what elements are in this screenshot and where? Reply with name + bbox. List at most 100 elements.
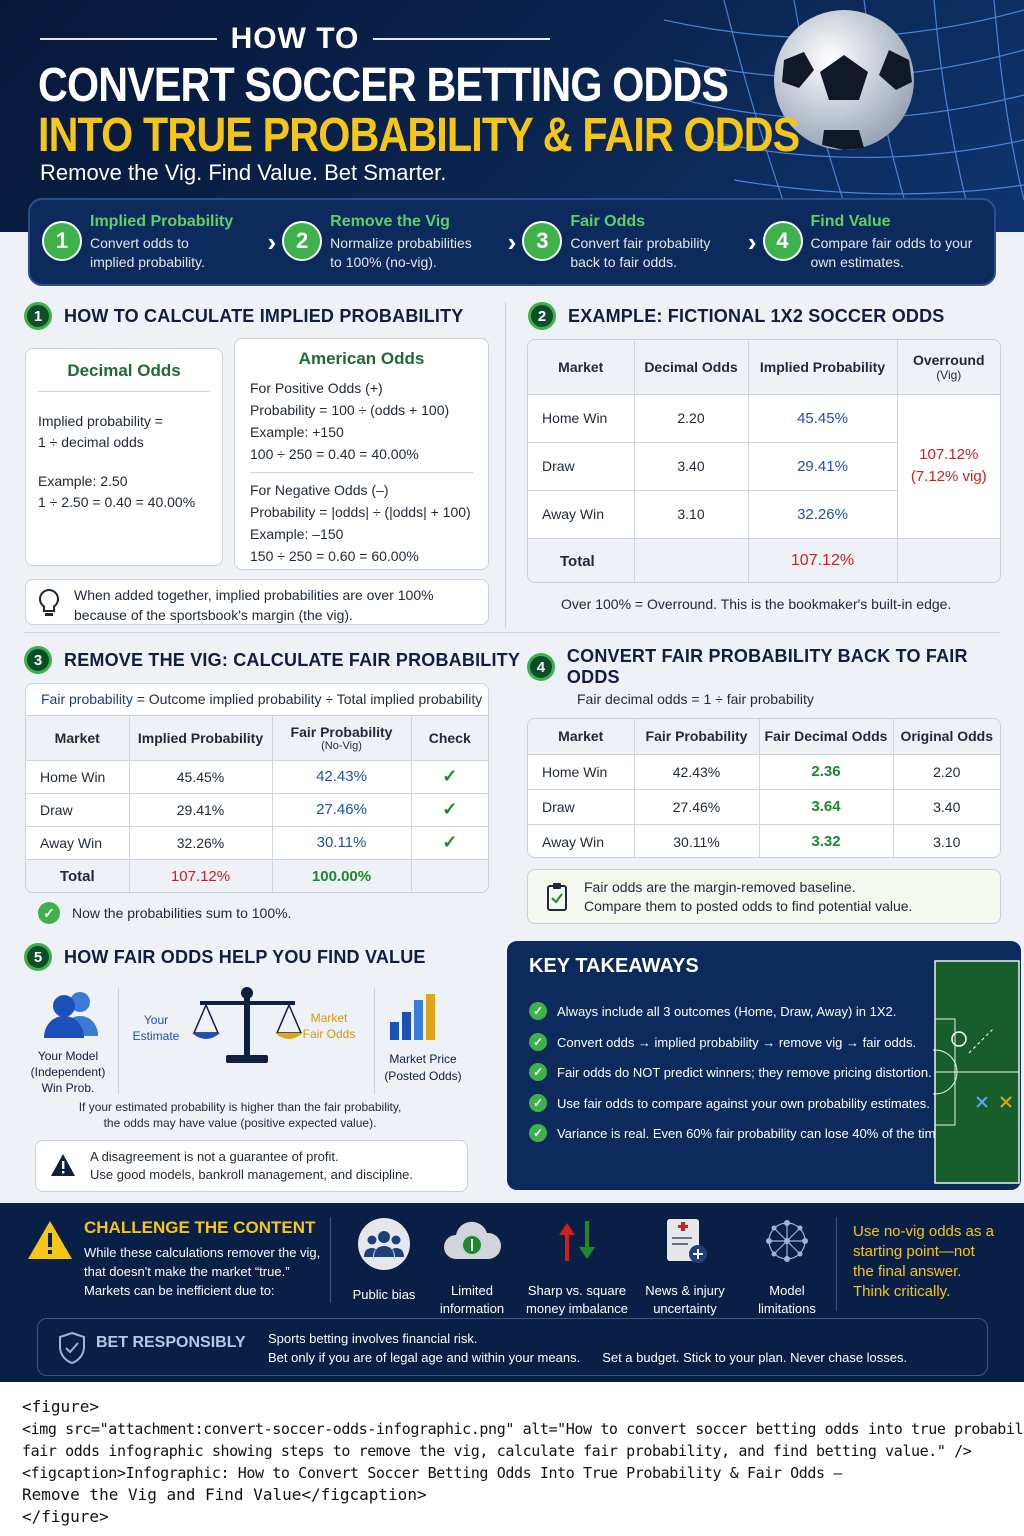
- section-2-heading: 2 EXAMPLE: FICTIONAL 1X2 SOCCER ODDS: [528, 302, 945, 330]
- section-1-heading: 1 HOW TO CALCULATE IMPLIED PROBABILITY: [24, 302, 464, 330]
- market-price-label: Market Price (Posted Odds): [378, 1051, 468, 1085]
- label-line: Estimate: [132, 1029, 180, 1043]
- table-total-row: Total 107.12%: [528, 537, 1000, 582]
- challenge-title: CHALLENGE THE CONTENT: [84, 1218, 316, 1237]
- cell-original-odds: 3.40: [892, 788, 1000, 825]
- factor-label: Public bias: [352, 1287, 416, 1302]
- howto-label: HOW TO: [230, 22, 360, 55]
- example-line: 1 ÷ 2.50 = 0.40 = 40.00%: [38, 494, 196, 510]
- chevron-right-icon: ›: [267, 226, 277, 257]
- col-header: Market: [528, 719, 635, 755]
- infographic: HOW TO CONVERT SOCCER BETTING ODDS INTO …: [0, 0, 1024, 1382]
- note-text: Fair odds are the margin-removed baselin…: [584, 879, 856, 895]
- label-line: Win Prob.: [41, 1081, 95, 1095]
- example-line: Example: +150: [250, 424, 344, 440]
- factor-line: Sharp vs. square: [527, 1283, 627, 1298]
- section-number: 5: [24, 943, 52, 971]
- step-desc: Normalize probabilities: [330, 234, 472, 251]
- sidenote-line: starting point—not: [853, 1243, 975, 1260]
- sidenote-line: the final answer.: [853, 1263, 962, 1280]
- step-2: 2 Remove the Vig Normalize probabilities…: [280, 213, 504, 272]
- sum-note-text: Now the probabilities sum to 100%.: [72, 904, 292, 921]
- sidenote-line: Use no-vig odds as a: [853, 1223, 994, 1240]
- cell-market: Home Win: [528, 753, 635, 790]
- step-desc: back to fair odds.: [570, 253, 677, 270]
- challenge-sidenote: Use no-vig odds as a starting point—not …: [853, 1222, 994, 1302]
- subtitle: Remove the Vig. Find Value. Bet Smarter.: [40, 160, 447, 185]
- check-circle-icon: ✓: [529, 1124, 547, 1142]
- col-header: Fair Decimal Odds: [758, 719, 894, 755]
- decimal-odds-card: Decimal Odds Implied probability = 1 ÷ d…: [25, 348, 223, 566]
- factor-label: Limited information: [430, 1282, 514, 1318]
- table-row: Home Win 45.45% 42.43% ✓: [26, 759, 488, 794]
- section-title: CONVERT FAIR PROBABILITY BACK TO FAIR OD…: [566, 646, 968, 687]
- cell-overround: 107.12% (7.12% vig): [896, 393, 1000, 539]
- takeaway-text: Variance is real. Even 60% fair probabil…: [557, 1125, 947, 1141]
- overround-vig: (7.12% vig): [910, 468, 987, 485]
- check-circle-icon: ✓: [529, 1002, 547, 1020]
- col-header-line: Fair Probability: [290, 723, 393, 740]
- fair-probability-card: Fair probability = Outcome implied proba…: [25, 683, 489, 893]
- howto-row: HOW TO: [40, 22, 550, 56]
- cell-implied: 29.41%: [128, 792, 273, 827]
- section-title: EXAMPLE: FICTIONAL 1X2 SOCCER ODDS: [568, 305, 945, 326]
- table-row: Home Win 2.20 45.45% 107.12% (7.12% vig): [528, 393, 1000, 539]
- factor-line: limitations: [758, 1301, 816, 1316]
- factor-model-limits: Model limitations: [744, 1217, 830, 1318]
- odds-example-table-card: Market Decimal Odds Implied Probability …: [527, 339, 1001, 583]
- col-header: Overround (Vig): [896, 340, 1000, 395]
- formula-line: 1 ÷ decimal odds: [38, 434, 144, 450]
- warning-text: A disagreement is not a guarantee of pro…: [90, 1149, 339, 1164]
- col-header-line: Overround: [912, 351, 985, 368]
- factor-line: News & injury: [645, 1283, 725, 1298]
- cell-market: Home Win: [26, 759, 130, 794]
- sum-note: ✓ Now the probabilities sum to 100%.: [38, 902, 291, 924]
- explain-line: the odds may have value (positive expect…: [103, 1116, 377, 1130]
- title-line-1: CONVERT SOCCER BETTING ODDS: [38, 59, 729, 112]
- col-header: Market: [26, 716, 130, 761]
- row-divider: [24, 632, 1000, 633]
- cell-market: Draw: [528, 441, 635, 491]
- cell-fair-odds: 3.32: [758, 823, 894, 857]
- formula-line: Probability = |odds| ÷ (|odds| + 100): [250, 504, 471, 520]
- sidenote-line: Think critically.: [853, 1283, 951, 1300]
- checkmark-icon: ✓: [410, 825, 488, 860]
- cell-total-label: Total: [528, 537, 635, 582]
- bet-responsibly-box: BET RESPONSIBLY Sports betting involves …: [37, 1318, 988, 1376]
- step-title: Remove the Vig: [330, 212, 450, 230]
- checkmark-icon: ✓: [410, 792, 488, 827]
- responsible-line: Sports betting involves financial risk.: [268, 1331, 478, 1346]
- divider-line: [330, 1217, 331, 1303]
- cell-implied: 45.45%: [128, 759, 273, 794]
- label-line: Fair Odds: [302, 1027, 356, 1041]
- section-number: 1: [24, 302, 52, 330]
- step-desc: implied probability.: [90, 253, 205, 270]
- column-divider: [505, 302, 506, 628]
- soccer-net-ball-icon: [664, 0, 1024, 232]
- cell-market: Away Win: [26, 825, 130, 860]
- cell-decimal: 2.20: [633, 393, 749, 443]
- check-circle-icon: ✓: [529, 1063, 547, 1081]
- figure-code-text: <figure> <img src="attachment:convert-so…: [22, 1396, 1024, 1528]
- users-icon: [44, 992, 98, 1038]
- step-title: Implied Probability: [90, 212, 234, 230]
- divider-line: [373, 38, 550, 40]
- cell-implied: 45.45%: [747, 393, 898, 443]
- section-title: REMOVE THE VIG: CALCULATE FAIR PROBABILI…: [64, 649, 521, 670]
- cell-original-odds: 3.10: [892, 823, 1000, 857]
- cloud-icon: [444, 1221, 502, 1259]
- up-down-arrows-icon: [559, 1221, 595, 1261]
- warning-text: Use good models, bankroll management, an…: [90, 1167, 414, 1182]
- table-row: Draw 29.41% 27.46% ✓: [26, 792, 488, 827]
- cell-fair-prob: 27.46%: [633, 788, 760, 825]
- step-desc: to 100% (no-vig).: [330, 253, 437, 270]
- factor-public-bias: Public bias: [344, 1217, 424, 1304]
- section-3-heading: 3 REMOVE THE VIG: CALCULATE FAIR PROBABI…: [24, 646, 520, 674]
- challenge-line: Markets can be inefficient due to:: [84, 1283, 275, 1298]
- cell-total-label: Total: [26, 858, 130, 892]
- cell-implied: 32.26%: [747, 489, 898, 539]
- table-row: Away Win 3.10 32.26%: [528, 489, 1000, 539]
- table-row: Away Win 30.11% 3.32 3.10: [528, 823, 1000, 857]
- overround-value: 107.12%: [919, 446, 979, 463]
- medical-report-icon: [667, 1219, 707, 1263]
